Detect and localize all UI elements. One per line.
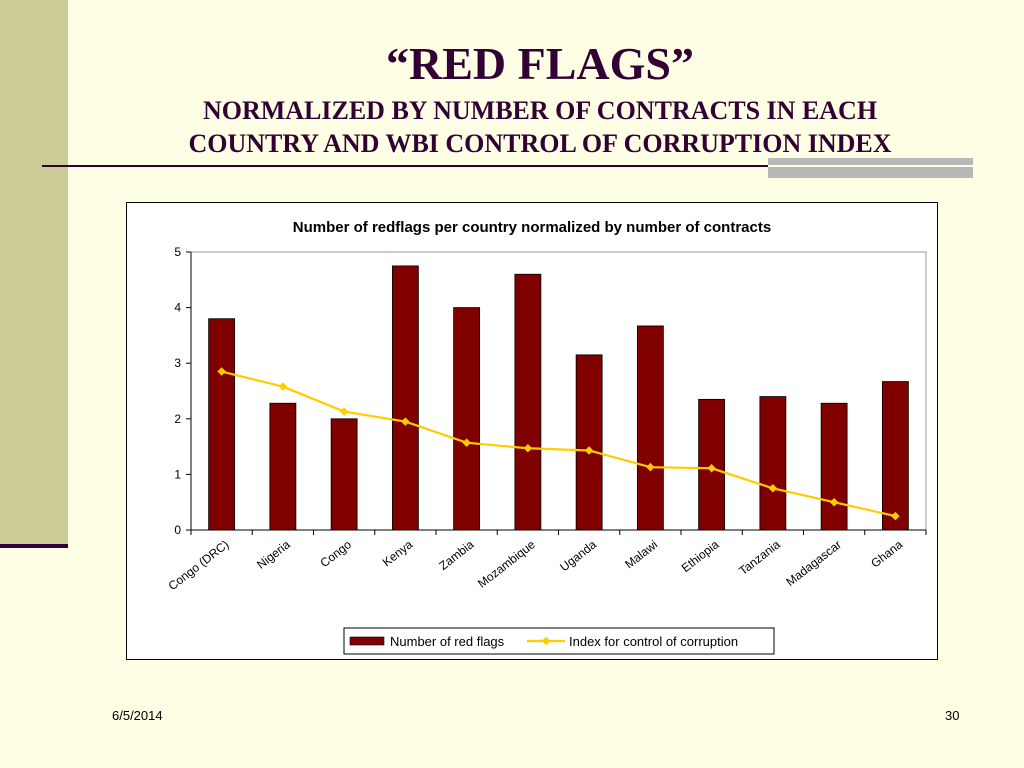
chart-legend: Number of red flags Index for control of… xyxy=(343,627,775,655)
bar-red-flags xyxy=(636,325,664,531)
chart-title: Number of redflags per country normalize… xyxy=(293,219,771,236)
left-band-rule xyxy=(0,544,68,548)
bar-red-flags xyxy=(575,354,603,531)
title-divider xyxy=(42,165,972,167)
bar-red-flags xyxy=(881,381,909,531)
bar-red-flags xyxy=(820,402,848,531)
legend-label-red-flags: Number of red flags xyxy=(390,634,505,649)
x-category-label: Ghana xyxy=(868,537,905,570)
slide-subtitle-line-2: COUNTRY AND WBI CONTROL OF CORRUPTION IN… xyxy=(188,129,892,158)
point-corruption-index xyxy=(768,484,778,493)
footer-date: 6/5/2014 xyxy=(112,708,163,723)
y-tick-label: 4 xyxy=(174,301,181,315)
y-tick-label: 3 xyxy=(174,356,181,370)
page-number: 30 xyxy=(945,708,960,723)
y-tick-label: 0 xyxy=(174,523,181,537)
y-tick-label: 5 xyxy=(174,245,181,259)
x-category-label: Mozambique xyxy=(475,537,538,591)
point-corruption-index xyxy=(523,444,533,453)
point-corruption-index xyxy=(217,367,226,376)
bar-red-flags xyxy=(453,307,481,531)
x-category-label: Madagascar xyxy=(783,537,844,589)
point-corruption-index xyxy=(646,462,655,472)
line-corruption-index xyxy=(221,370,896,518)
legend-label-corruption-index: Index for control of corruption xyxy=(569,634,738,649)
x-category-label: Uganda xyxy=(557,537,599,574)
point-corruption-index xyxy=(707,464,716,473)
chart-svg: Number of redflags per country normalize… xyxy=(166,219,927,655)
x-category-label: Tanzania xyxy=(736,537,783,578)
bar-red-flags xyxy=(391,265,419,531)
bar-red-flags xyxy=(759,396,787,531)
x-category-label: Congo (DRC) xyxy=(166,537,232,593)
point-corruption-index xyxy=(462,438,471,447)
slide-title: “RED FLAGS” xyxy=(386,38,694,89)
slide-subtitle: NORMALIZED BY NUMBER OF CONTRACTS IN EAC… xyxy=(60,94,1020,160)
legend-swatch-red-flags xyxy=(349,636,385,646)
x-category-label: Malawi xyxy=(622,537,660,571)
point-corruption-index xyxy=(401,417,410,426)
point-corruption-index xyxy=(278,382,288,391)
point-corruption-index xyxy=(339,407,349,416)
bar-red-flags xyxy=(330,418,358,531)
x-category-label: Nigeria xyxy=(254,537,293,572)
x-category-label: Zambia xyxy=(436,537,476,573)
x-category-label: Ethiopia xyxy=(679,537,722,575)
title-divider-accent xyxy=(768,158,973,178)
bar-red-flags xyxy=(269,402,297,531)
slide-subtitle-line-1: NORMALIZED BY NUMBER OF CONTRACTS IN EAC… xyxy=(202,96,878,125)
chart-container: Number of redflags per country normalize… xyxy=(126,202,938,660)
plot-area: 0 1 2 3 4 5 Congo (DRC) Nigeria Congo Kenya Zambia… xyxy=(166,245,927,593)
plot-frame xyxy=(190,251,927,531)
point-corruption-index xyxy=(891,511,900,521)
point-corruption-index xyxy=(829,497,839,507)
bar-red-flags xyxy=(514,273,542,531)
point-corruption-index xyxy=(584,446,594,455)
y-tick-label: 2 xyxy=(174,412,181,426)
left-decorative-band xyxy=(0,0,68,548)
x-category-label: Congo xyxy=(317,537,354,570)
x-category-label: Kenya xyxy=(380,537,416,569)
y-tick-label: 1 xyxy=(174,467,181,481)
bar-red-flags xyxy=(208,318,236,531)
